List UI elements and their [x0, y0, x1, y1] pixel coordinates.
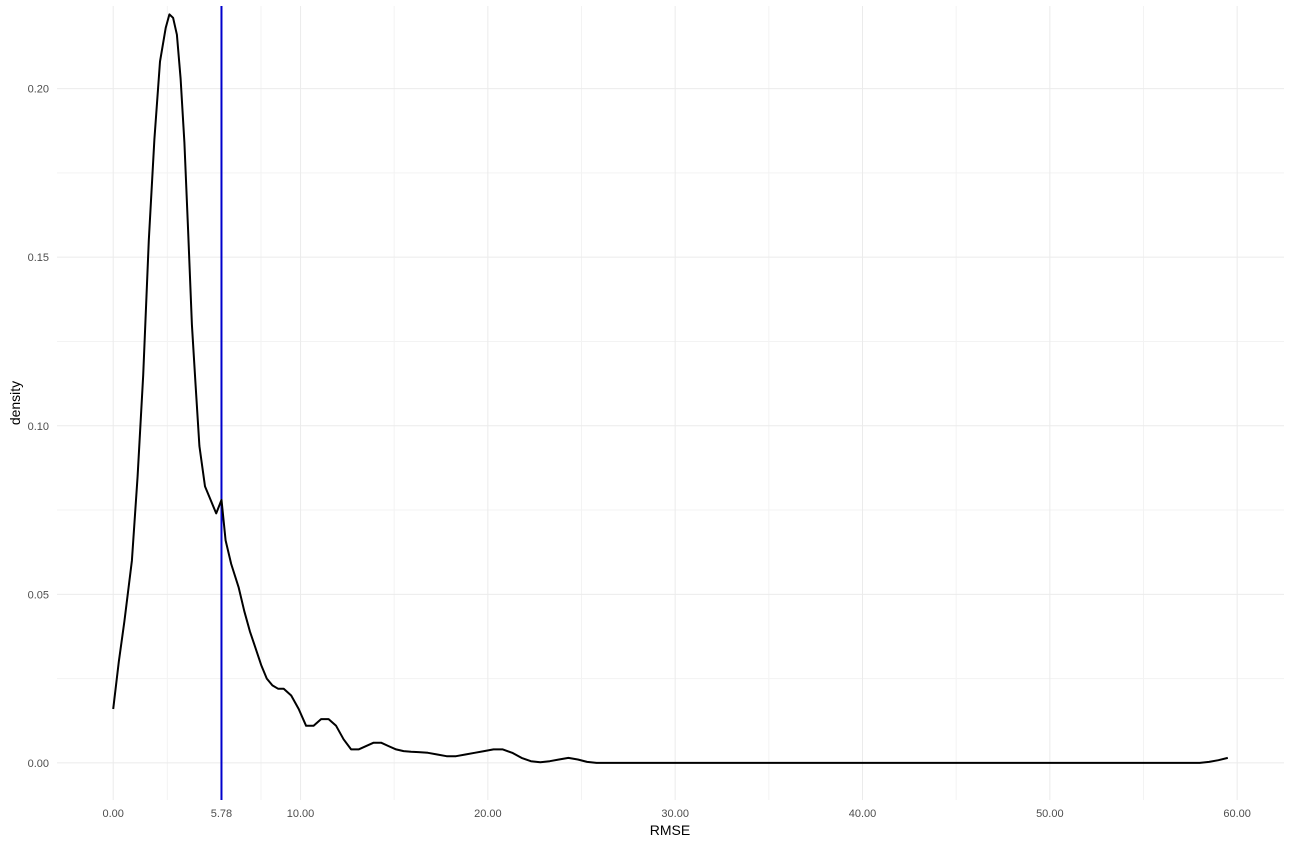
y-tick-label: 0.15: [28, 252, 49, 264]
series-group: [112, 13, 1229, 764]
y-tick-label: 0.20: [28, 84, 49, 96]
x-tick-label: 0.00: [102, 808, 123, 820]
x-tick-label: 60.00: [1223, 808, 1251, 820]
x-tick-label: 5.78: [211, 808, 232, 820]
y-tick-label: 0.10: [28, 421, 49, 433]
y-tick-label: 0.05: [28, 589, 49, 601]
x-tick-label: 10.00: [287, 808, 315, 820]
x-tick-label: 20.00: [474, 808, 502, 820]
x-tick-label: 50.00: [1036, 808, 1064, 820]
x-tick-label: 30.00: [661, 808, 689, 820]
x-tick-labels: 0.00 5.78 10.00 20.00 30.00 40.00 50.00 60.00: [102, 808, 1250, 820]
grid: [57, 6, 1284, 800]
y-axis-title: density: [7, 381, 23, 425]
x-axis-title: RMSE: [650, 822, 690, 838]
y-tick-labels: 0.00 0.05 0.10 0.15 0.20: [28, 84, 49, 770]
x-tick-label: 40.00: [849, 808, 877, 820]
density-curve: [112, 13, 1229, 764]
y-tick-label: 0.00: [28, 758, 49, 770]
